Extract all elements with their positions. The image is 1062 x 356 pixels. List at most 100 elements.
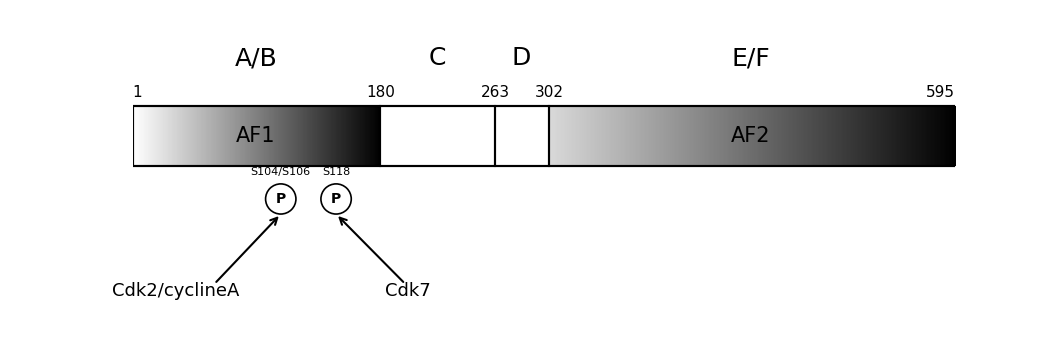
Bar xyxy=(904,106,906,166)
Bar xyxy=(133,106,955,166)
Bar xyxy=(569,106,570,166)
Bar xyxy=(840,106,842,166)
Bar xyxy=(678,106,680,166)
Bar xyxy=(887,106,888,166)
Bar xyxy=(775,106,776,166)
Bar xyxy=(673,106,675,166)
Bar xyxy=(768,106,769,166)
Bar xyxy=(650,106,651,166)
Bar xyxy=(710,106,712,166)
Bar xyxy=(380,106,495,166)
Bar xyxy=(702,106,704,166)
Bar xyxy=(807,106,808,166)
Text: 595: 595 xyxy=(925,85,955,100)
Bar xyxy=(730,106,731,166)
Bar xyxy=(856,106,857,166)
Bar xyxy=(570,106,572,166)
Bar xyxy=(681,106,682,166)
Bar xyxy=(687,106,689,166)
Bar xyxy=(941,106,942,166)
Bar xyxy=(595,106,597,166)
Bar xyxy=(672,106,673,166)
Bar xyxy=(601,106,602,166)
Bar xyxy=(843,106,844,166)
Bar xyxy=(888,106,889,166)
Bar xyxy=(889,106,891,166)
Bar xyxy=(829,106,832,166)
Bar xyxy=(747,106,749,166)
Bar xyxy=(838,106,839,166)
Bar xyxy=(901,106,902,166)
Bar xyxy=(774,106,775,166)
Bar xyxy=(563,106,564,166)
Bar xyxy=(758,106,759,166)
Bar xyxy=(689,106,690,166)
Bar xyxy=(834,106,835,166)
Bar xyxy=(915,106,917,166)
Bar xyxy=(935,106,936,166)
Bar xyxy=(549,106,550,166)
Bar xyxy=(685,106,686,166)
Bar xyxy=(921,106,922,166)
Bar xyxy=(952,106,953,166)
Bar xyxy=(665,106,666,166)
Bar xyxy=(750,106,751,166)
Bar xyxy=(564,106,565,166)
Bar xyxy=(734,106,735,166)
Bar xyxy=(755,106,756,166)
Bar xyxy=(578,106,579,166)
Bar xyxy=(565,106,567,166)
Bar xyxy=(626,106,627,166)
Bar xyxy=(847,106,849,166)
Bar xyxy=(589,106,592,166)
Bar xyxy=(691,106,692,166)
Text: Cdk2/cyclineA: Cdk2/cyclineA xyxy=(112,282,239,300)
Bar xyxy=(844,106,846,166)
Bar xyxy=(668,106,670,166)
Bar xyxy=(640,106,641,166)
Bar xyxy=(815,106,817,166)
Bar xyxy=(913,106,915,166)
Bar xyxy=(558,106,559,166)
Bar xyxy=(820,106,822,166)
Bar xyxy=(726,106,729,166)
Bar xyxy=(598,106,599,166)
Bar xyxy=(766,106,768,166)
Bar xyxy=(896,106,897,166)
Bar xyxy=(781,106,783,166)
Bar xyxy=(720,106,721,166)
Bar xyxy=(812,106,813,166)
Bar xyxy=(634,106,636,166)
Bar xyxy=(719,106,720,166)
Bar xyxy=(926,106,927,166)
Bar xyxy=(628,106,629,166)
Bar xyxy=(707,106,709,166)
Bar xyxy=(784,106,785,166)
Bar xyxy=(839,106,840,166)
Bar xyxy=(690,106,691,166)
Bar xyxy=(937,106,938,166)
Bar xyxy=(554,106,555,166)
Bar xyxy=(599,106,601,166)
Bar xyxy=(886,106,887,166)
Bar xyxy=(903,106,904,166)
Text: P: P xyxy=(276,192,286,206)
Bar xyxy=(907,106,908,166)
Bar xyxy=(597,106,598,166)
Text: 1: 1 xyxy=(133,85,142,100)
Text: 180: 180 xyxy=(366,85,395,100)
Bar xyxy=(759,106,760,166)
Bar xyxy=(940,106,941,166)
Bar xyxy=(743,106,744,166)
Bar xyxy=(789,106,790,166)
Bar xyxy=(790,106,792,166)
Bar xyxy=(859,106,861,166)
Bar xyxy=(682,106,683,166)
Bar xyxy=(737,106,739,166)
Bar xyxy=(842,106,843,166)
Bar xyxy=(627,106,628,166)
Bar xyxy=(602,106,603,166)
Bar xyxy=(573,106,575,166)
Bar xyxy=(824,106,825,166)
Text: A/B: A/B xyxy=(235,46,277,70)
